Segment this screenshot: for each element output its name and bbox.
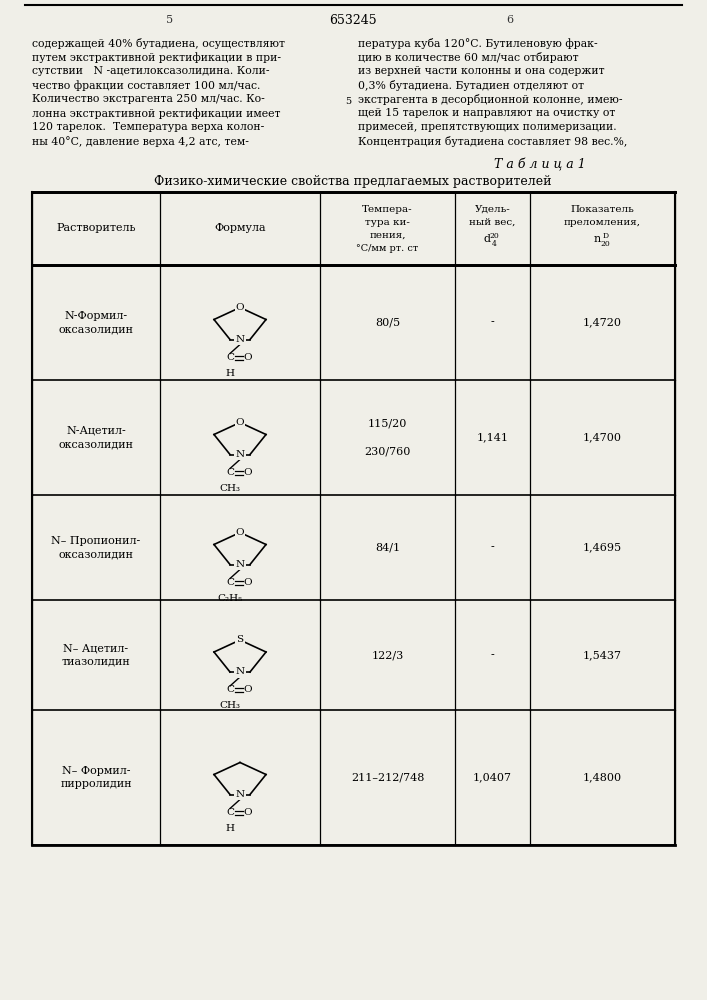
Text: d: d [484, 234, 491, 244]
Text: N: N [235, 560, 245, 569]
Text: H: H [226, 369, 235, 378]
Text: O: O [235, 418, 245, 427]
Text: C: C [226, 353, 234, 362]
Text: путем экстрактивной ректификации в при-: путем экстрактивной ректификации в при- [32, 52, 281, 63]
Text: 6: 6 [506, 15, 513, 25]
Text: N-Ацетил-
оксазолидин: N-Ацетил- оксазолидин [59, 426, 134, 449]
Text: из верхней части колонны и она содержит: из верхней части колонны и она содержит [358, 66, 604, 76]
Text: 1,4800: 1,4800 [583, 772, 622, 782]
Text: пература куба 120°С. Бутиленовую фрак-: пература куба 120°С. Бутиленовую фрак- [358, 38, 597, 49]
Text: C: C [226, 468, 234, 477]
Text: O: O [235, 303, 245, 312]
Text: ны 40°С, давление верха 4,2 атс, тем-: ны 40°С, давление верха 4,2 атс, тем- [32, 136, 249, 147]
Text: -: - [491, 318, 494, 328]
Text: O: O [244, 353, 252, 362]
Text: пения,: пения, [369, 231, 406, 240]
Text: сутствии   N -ацетилоксазолидина. Коли-: сутствии N -ацетилоксазолидина. Коли- [32, 66, 269, 76]
Text: 20: 20 [490, 232, 499, 240]
Text: 4: 4 [492, 240, 497, 248]
Text: -: - [491, 650, 494, 660]
Text: N– Пропионил-
оксазолидин: N– Пропионил- оксазолидин [52, 536, 141, 559]
Text: чество фракции составляет 100 мл/час.: чество фракции составляет 100 мл/час. [32, 80, 260, 91]
Text: N– Ацетил-
тиазолидин: N– Ацетил- тиазолидин [62, 643, 130, 667]
Text: примесей, препятствующих полимеризации.: примесей, препятствующих полимеризации. [358, 122, 617, 132]
Text: N: N [235, 790, 245, 799]
Text: Растворитель: Растворитель [57, 223, 136, 233]
Text: 1,4695: 1,4695 [583, 542, 622, 552]
Text: N– Формил-
пирролидин: N– Формил- пирролидин [60, 766, 132, 789]
Text: D: D [602, 232, 609, 240]
Text: -: - [491, 542, 494, 552]
Text: 80/5: 80/5 [375, 318, 400, 328]
Text: O: O [244, 468, 252, 477]
Text: S: S [236, 636, 244, 645]
Text: экстрагента в десорбционной колонне, имею-: экстрагента в десорбционной колонне, име… [358, 94, 622, 105]
Text: Количество экстрагента 250 мл/час. Ко-: Количество экстрагента 250 мл/час. Ко- [32, 94, 264, 104]
Text: °С/мм рт. ст: °С/мм рт. ст [356, 244, 419, 253]
Text: Удель-: Удель- [474, 205, 510, 214]
Text: 84/1: 84/1 [375, 542, 400, 552]
Text: N: N [235, 668, 245, 676]
Text: 120 тарелок.  Температура верха колон-: 120 тарелок. Температура верха колон- [32, 122, 264, 132]
Text: C: C [226, 686, 234, 694]
Text: 1,5437: 1,5437 [583, 650, 622, 660]
Text: лонна экстрактивной ректификации имеет: лонна экстрактивной ректификации имеет [32, 108, 281, 119]
Text: H: H [226, 824, 235, 833]
Text: CH₃: CH₃ [219, 702, 240, 710]
Text: N: N [235, 335, 245, 344]
Text: 211–212/748: 211–212/748 [351, 772, 424, 782]
Text: Показатель: Показатель [571, 205, 634, 214]
Text: 1,0407: 1,0407 [473, 772, 512, 782]
Text: Темпера-: Темпера- [362, 205, 413, 214]
Text: O: O [244, 578, 252, 587]
Text: Концентрация бутадиена составляет 98 вес.%,: Концентрация бутадиена составляет 98 вес… [358, 136, 627, 147]
Text: N-Формил-
оксазолидин: N-Формил- оксазолидин [59, 311, 134, 334]
Text: C: C [226, 578, 234, 587]
Text: C₂H₅: C₂H₅ [217, 594, 243, 603]
Text: 122/3: 122/3 [371, 650, 404, 660]
Text: 115/20

230/760: 115/20 230/760 [364, 418, 411, 456]
Text: щей 15 тарелок и направляют на очистку от: щей 15 тарелок и направляют на очистку о… [358, 108, 615, 118]
Text: O: O [244, 808, 252, 817]
Text: C: C [226, 808, 234, 817]
Text: CH₃: CH₃ [219, 484, 240, 493]
Text: O: O [235, 528, 245, 537]
Text: 1,141: 1,141 [477, 432, 508, 442]
Text: ный вес,: ный вес, [469, 218, 515, 227]
Text: 20: 20 [601, 240, 610, 248]
Text: n: n [594, 234, 601, 244]
Text: 653245: 653245 [329, 13, 377, 26]
Text: содержащей 40% бутадиена, осуществляют: содержащей 40% бутадиена, осуществляют [32, 38, 285, 49]
Text: N: N [235, 450, 245, 459]
Text: Формула: Формула [214, 223, 266, 233]
Text: 0,3% бутадиена. Бутадиен отделяют от: 0,3% бутадиена. Бутадиен отделяют от [358, 80, 584, 91]
Text: 1,4720: 1,4720 [583, 318, 622, 328]
Text: тура ки-: тура ки- [365, 218, 410, 227]
Text: Т а б л и ц а 1: Т а б л и ц а 1 [494, 158, 586, 172]
Text: цию в количестве 60 мл/час отбирают: цию в количестве 60 мл/час отбирают [358, 52, 578, 63]
Text: O: O [244, 686, 252, 694]
Text: 1,4700: 1,4700 [583, 432, 622, 442]
Text: 5: 5 [166, 15, 173, 25]
Text: Физико-химические свойства предлагаемых растворителей: Физико-химические свойства предлагаемых … [154, 176, 551, 188]
Text: 5: 5 [345, 97, 351, 105]
Text: преломления,: преломления, [564, 218, 641, 227]
